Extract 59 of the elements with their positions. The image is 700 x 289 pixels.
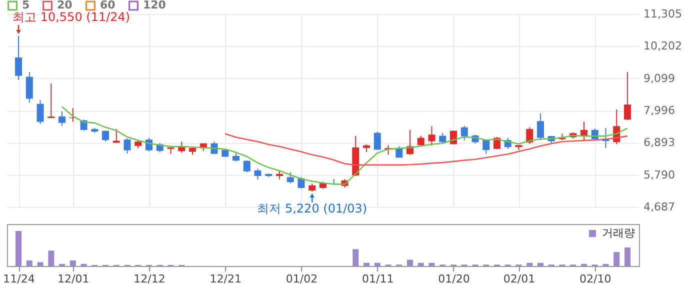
y-tick-label: 11,305 xyxy=(644,8,682,20)
x-tick-label: 01/20 xyxy=(438,272,470,286)
candlestick xyxy=(36,99,44,125)
bar xyxy=(352,249,359,266)
line-series xyxy=(61,106,628,185)
bar xyxy=(16,231,22,266)
bar xyxy=(418,262,424,266)
x-tick-label: 02/01 xyxy=(503,272,536,286)
candlestick xyxy=(417,135,424,146)
y-tick-label: 9,099 xyxy=(644,72,675,85)
candlestick xyxy=(439,132,446,144)
candlestick xyxy=(298,176,305,190)
x-tick-label: 02/10 xyxy=(580,272,612,286)
bar xyxy=(537,262,544,266)
y-tick-label: 7,996 xyxy=(644,104,675,117)
candlestick xyxy=(48,83,55,118)
candlestick xyxy=(526,126,534,144)
candlestick xyxy=(243,160,250,173)
bar xyxy=(70,260,76,266)
y-tick-label: 5,790 xyxy=(644,168,675,182)
legend-label: 60 xyxy=(100,0,116,12)
x-tick-label: 01/02 xyxy=(286,272,318,286)
annotation: 최고 10,550 (11/24) xyxy=(12,10,130,24)
y-tick-label: 6,893 xyxy=(644,136,675,150)
candlestick xyxy=(15,36,22,80)
candlestick xyxy=(254,168,262,180)
x-tick-label: 01/11 xyxy=(362,272,394,286)
bar xyxy=(48,250,54,266)
annotation: 최저 5,220 (01/03) xyxy=(257,201,368,216)
candlestick xyxy=(286,172,294,184)
legend-label: 거래량 xyxy=(602,226,635,240)
x-tick-label: 12/12 xyxy=(134,272,166,286)
bar xyxy=(428,262,435,266)
candlestick xyxy=(124,138,131,154)
bar xyxy=(37,262,44,266)
bar xyxy=(614,252,620,266)
candlestick xyxy=(460,125,468,141)
candlestick xyxy=(26,71,33,104)
candlestick xyxy=(58,111,66,126)
x-tick-label: 12/01 xyxy=(58,272,90,286)
candlestick xyxy=(428,126,436,146)
legend-label: 120 xyxy=(143,0,166,12)
bar xyxy=(363,262,370,266)
candlestick xyxy=(482,140,490,154)
legend-label: 5 xyxy=(22,0,30,12)
candlestick xyxy=(374,131,381,150)
candlestick xyxy=(112,128,120,144)
bar xyxy=(624,247,630,266)
bar xyxy=(526,262,533,266)
candlestick xyxy=(624,71,631,121)
bar xyxy=(26,260,32,266)
legend-label: 20 xyxy=(57,0,73,12)
bar xyxy=(406,260,413,266)
bar xyxy=(374,262,380,266)
x-tick-label: 11/24 xyxy=(3,272,35,286)
x-tick-label: 12/21 xyxy=(210,272,242,286)
candlestick xyxy=(536,112,544,141)
y-tick-label: 4,687 xyxy=(644,200,675,214)
y-tick-label: 10,202 xyxy=(644,40,682,53)
